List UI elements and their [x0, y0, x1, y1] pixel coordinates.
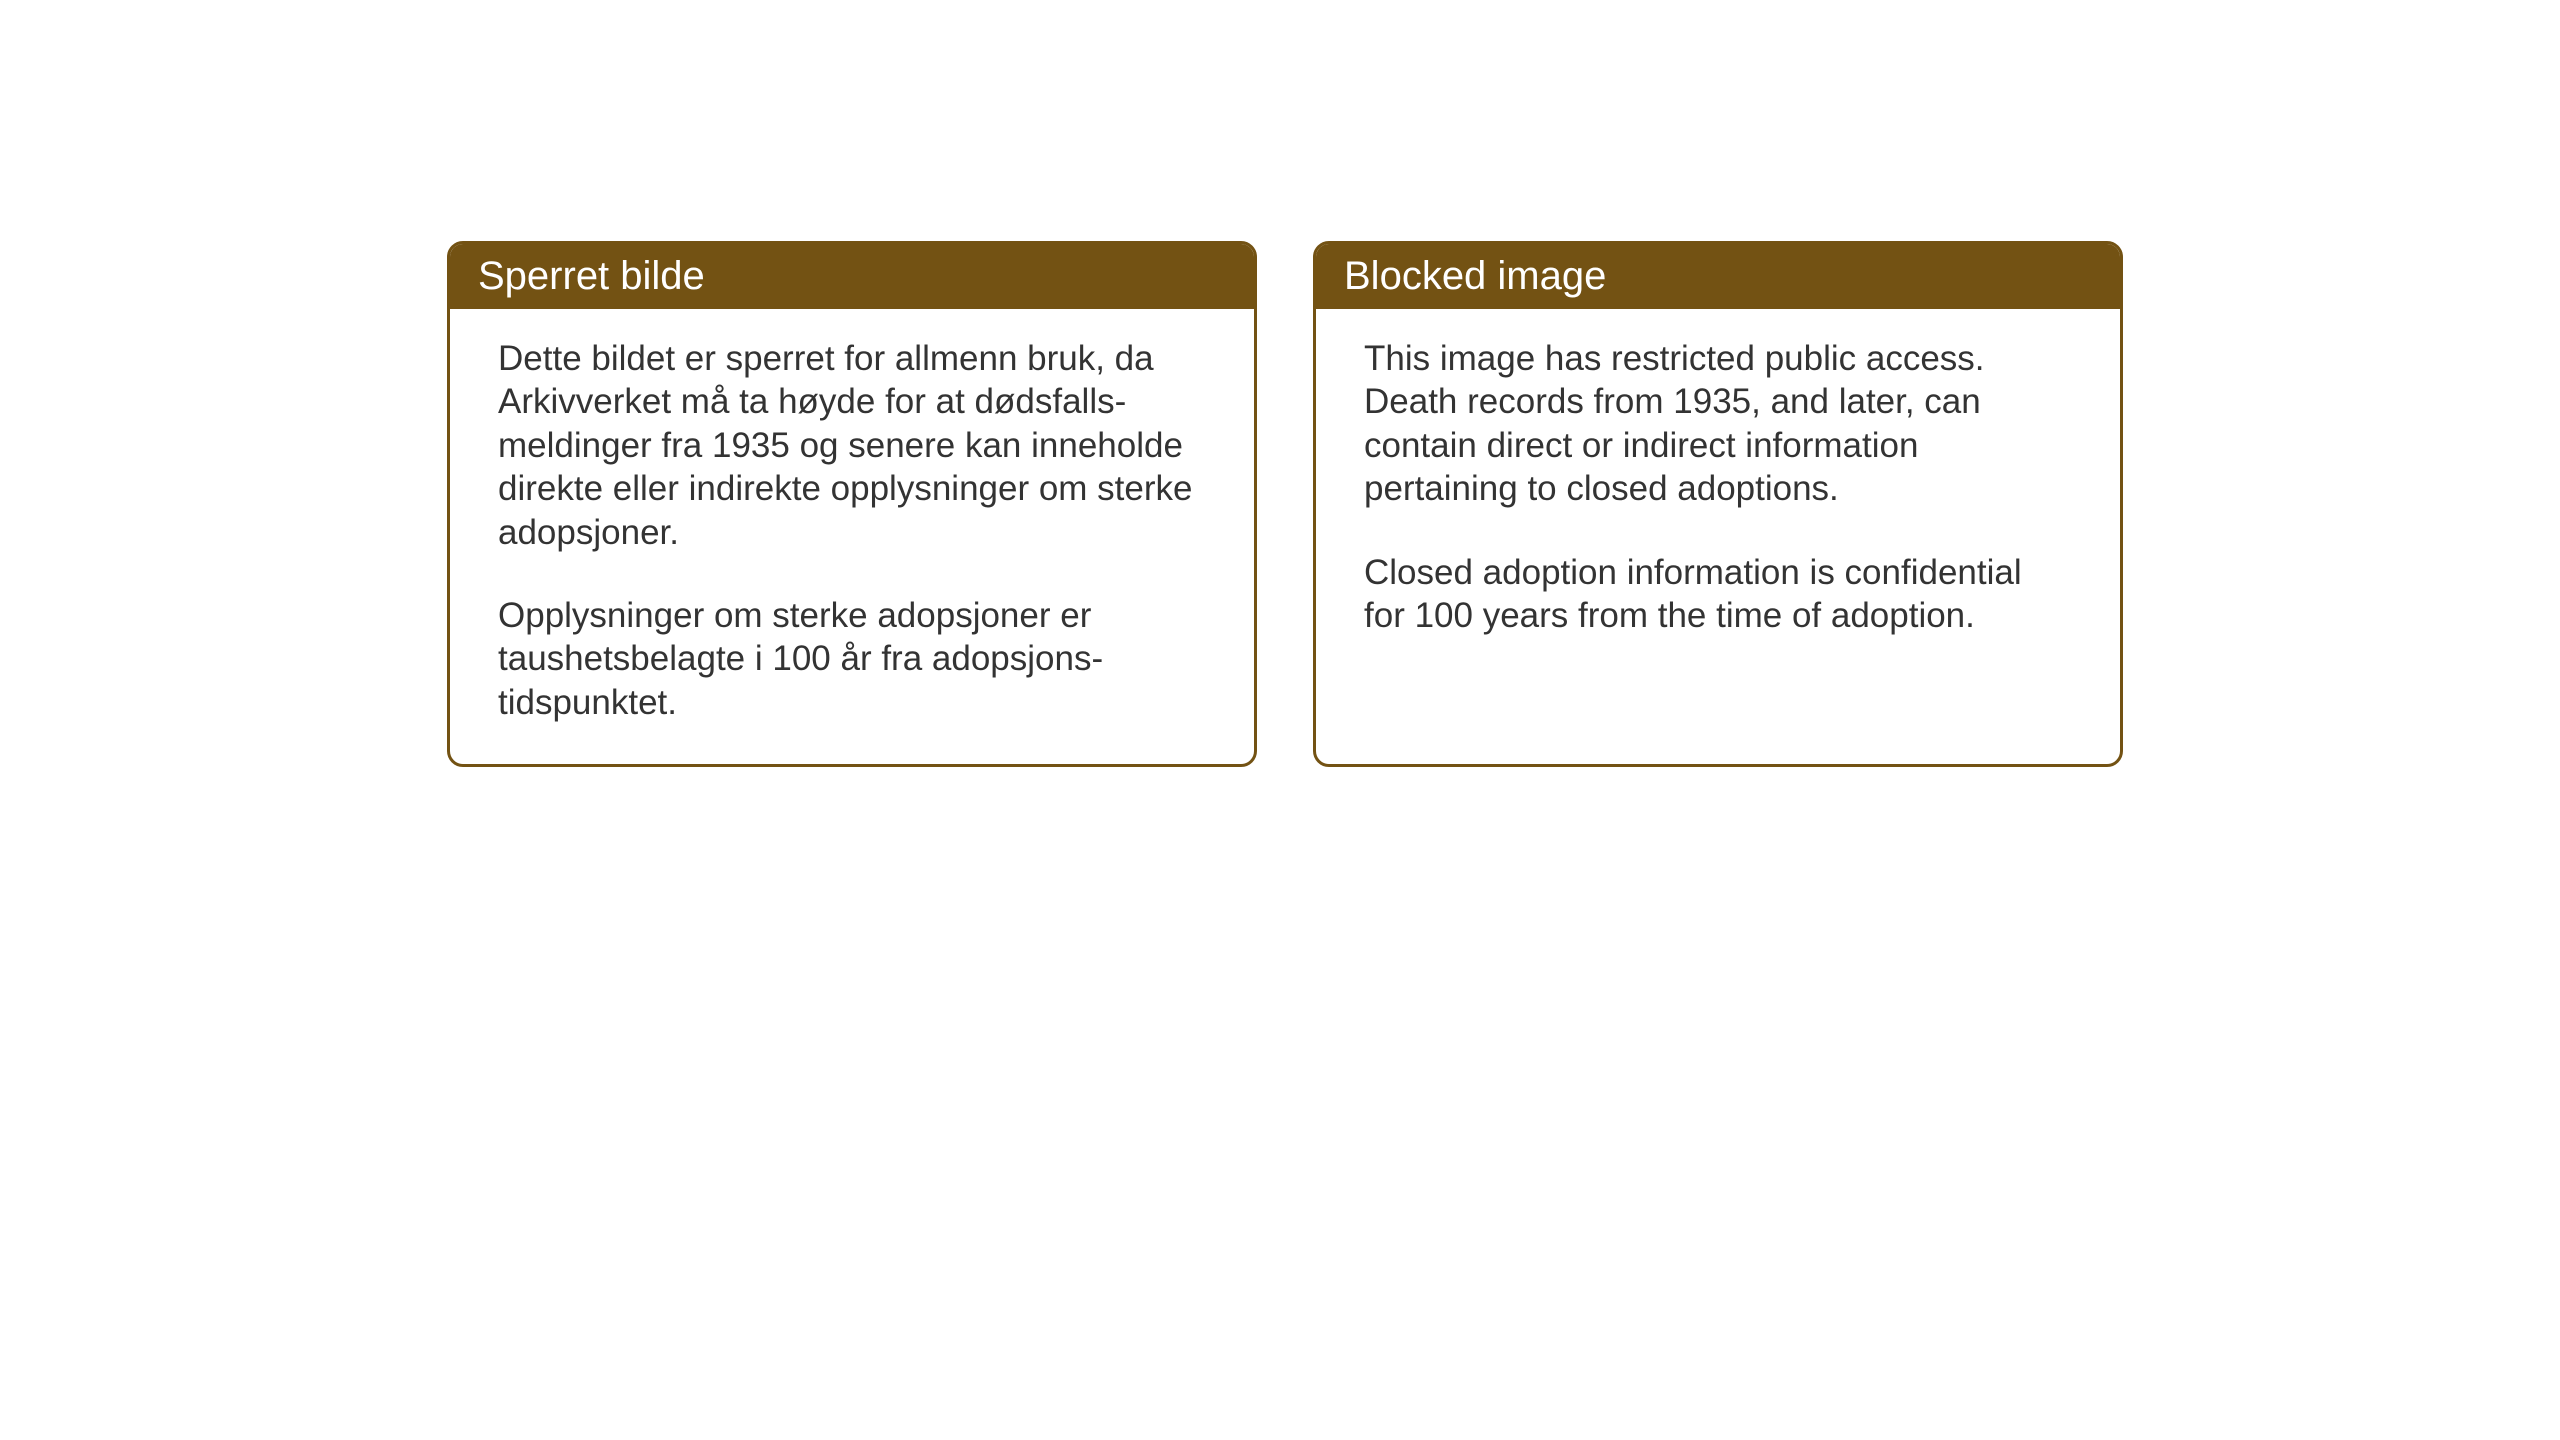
notice-box-english: Blocked image This image has restricted …: [1313, 241, 2123, 767]
notice-title-norwegian: Sperret bilde: [478, 254, 705, 298]
notice-body-norwegian: Dette bildet er sperret for allmenn bruk…: [450, 309, 1254, 764]
notice-title-english: Blocked image: [1344, 254, 1606, 298]
notice-paragraph: Closed adoption information is confident…: [1364, 551, 2072, 638]
notice-header-english: Blocked image: [1316, 244, 2120, 309]
notice-body-english: This image has restricted public access.…: [1316, 309, 2120, 677]
notice-box-norwegian: Sperret bilde Dette bildet er sperret fo…: [447, 241, 1257, 767]
notice-paragraph: Dette bildet er sperret for allmenn bruk…: [498, 337, 1206, 554]
notice-header-norwegian: Sperret bilde: [450, 244, 1254, 309]
notice-container: Sperret bilde Dette bildet er sperret fo…: [447, 241, 2123, 767]
notice-paragraph: Opplysninger om sterke adopsjoner er tau…: [498, 594, 1206, 724]
notice-paragraph: This image has restricted public access.…: [1364, 337, 2072, 511]
